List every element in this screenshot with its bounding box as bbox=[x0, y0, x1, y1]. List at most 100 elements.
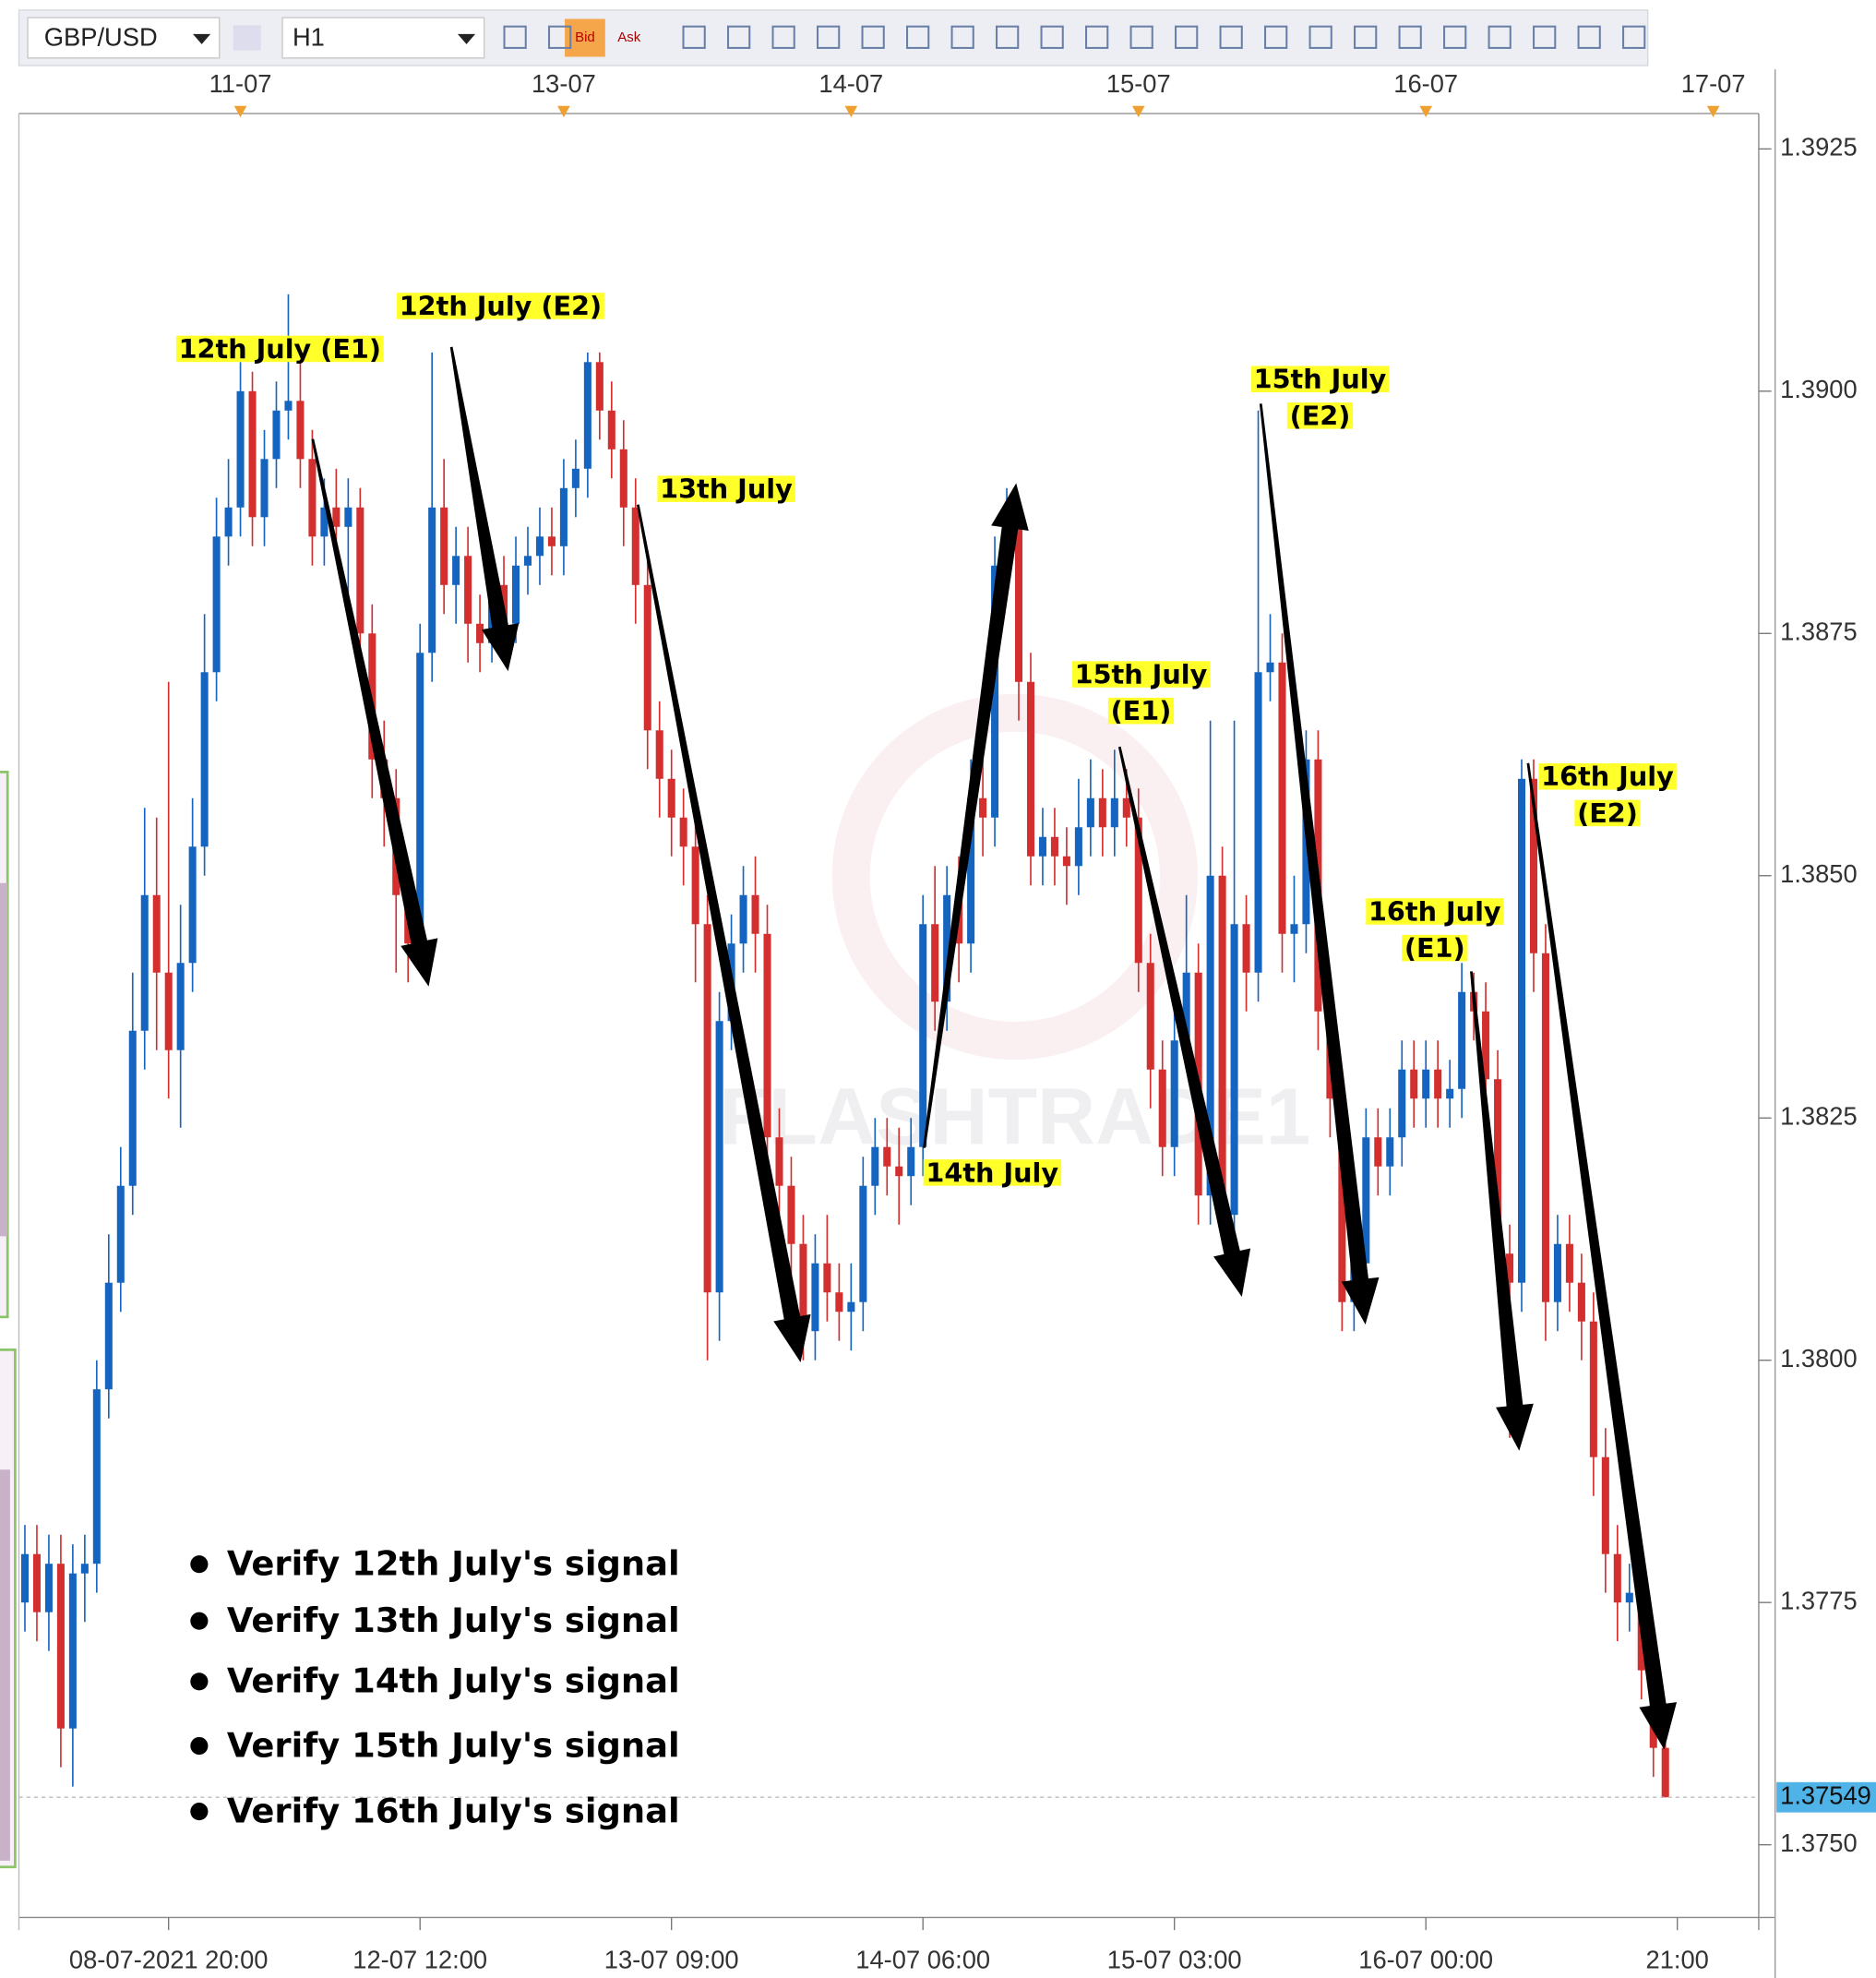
candle-body bbox=[1038, 836, 1046, 857]
symbol[interactable]: GBP/USD bbox=[44, 23, 158, 52]
symbol-select[interactable] bbox=[27, 17, 221, 59]
candle-body bbox=[1553, 1243, 1561, 1302]
annotation-highlight bbox=[1286, 402, 1354, 429]
top-tick-label: 14-07 bbox=[819, 69, 883, 98]
annotation-highlight bbox=[1107, 697, 1175, 725]
toolbar-icon[interactable] bbox=[996, 25, 1020, 49]
candle-body bbox=[1170, 1040, 1178, 1147]
toolbar-icon[interactable] bbox=[503, 25, 527, 49]
toolbar-icon[interactable] bbox=[1175, 25, 1199, 49]
candle-body bbox=[68, 1573, 77, 1729]
toolbar-icon[interactable] bbox=[1308, 25, 1332, 49]
candle-body bbox=[104, 1282, 113, 1390]
toolbar-icon[interactable] bbox=[771, 25, 795, 49]
candle-body bbox=[1182, 972, 1190, 1041]
candle-body bbox=[1146, 963, 1154, 1070]
toolbar-icon[interactable] bbox=[1443, 25, 1467, 49]
candle-body bbox=[547, 536, 556, 546]
candle-body bbox=[511, 565, 520, 624]
dropdown-arrow[interactable] bbox=[457, 33, 476, 44]
toolbar-icon[interactable] bbox=[861, 25, 885, 49]
candle-body bbox=[248, 390, 257, 518]
candle-body bbox=[56, 1564, 65, 1729]
candle-body bbox=[787, 1185, 795, 1244]
ask-label[interactable]: Ask bbox=[617, 30, 641, 45]
toolbar-icon[interactable] bbox=[1488, 25, 1512, 49]
candle-body bbox=[116, 1185, 125, 1283]
top-tick-label: 17-07 bbox=[1681, 69, 1746, 98]
candle-body bbox=[919, 924, 927, 1147]
candle-body bbox=[32, 1553, 41, 1612]
checklist-item: Verify 13th July's signal bbox=[227, 1600, 680, 1640]
y-tick-label: 1.3850 bbox=[1780, 859, 1858, 888]
signal-arrow bbox=[1470, 971, 1534, 1451]
toolbar-icon[interactable] bbox=[1264, 25, 1288, 49]
candle-body bbox=[847, 1301, 855, 1313]
candle-body bbox=[1362, 1137, 1370, 1264]
top-tick-label: 11-07 bbox=[209, 69, 272, 98]
candle-body bbox=[1446, 1088, 1454, 1099]
signal-arrow bbox=[923, 483, 1029, 1148]
x-tick-label: 13-07 09:00 bbox=[604, 1945, 739, 1973]
candle-body bbox=[1517, 778, 1526, 1283]
checklist-item: Verify 15th July's signal bbox=[227, 1725, 680, 1765]
candle-body bbox=[871, 1146, 879, 1186]
toolbar-icon[interactable] bbox=[1577, 25, 1601, 49]
top-tick-marker bbox=[1419, 105, 1433, 118]
candle-body bbox=[308, 459, 317, 537]
toolbar-icon[interactable] bbox=[906, 25, 930, 49]
toolbar-icon[interactable] bbox=[1085, 25, 1109, 49]
candle-body bbox=[1577, 1282, 1585, 1322]
candle-body bbox=[775, 1137, 783, 1186]
candle-body bbox=[607, 410, 615, 450]
bid-button[interactable] bbox=[565, 18, 605, 57]
toolbar: GBP/USD H1 Bid Ask bbox=[18, 9, 1649, 66]
candle-body bbox=[751, 894, 759, 934]
annotation-highlight bbox=[1538, 762, 1677, 790]
toolbar-icon[interactable] bbox=[1533, 25, 1557, 49]
checklist-item: Verify 14th July's signal bbox=[227, 1661, 680, 1701]
dropdown-arrow[interactable] bbox=[193, 33, 211, 44]
candle-body bbox=[967, 797, 975, 944]
candle-body bbox=[1110, 797, 1118, 828]
annotation: 16th July bbox=[1366, 895, 1504, 927]
candle-body bbox=[619, 449, 627, 508]
toolbar-icon[interactable] bbox=[547, 25, 572, 49]
candle-body bbox=[1014, 517, 1023, 682]
candle-body bbox=[260, 459, 269, 518]
top-tick-label: 13-07 bbox=[532, 69, 596, 98]
bid-label[interactable]: Bid bbox=[575, 30, 595, 45]
x-tick-label: 21:00 bbox=[1646, 1945, 1709, 1973]
toolbar-icon[interactable] bbox=[950, 25, 974, 49]
candle-body bbox=[356, 507, 364, 634]
candle-body bbox=[1218, 875, 1226, 1216]
icon[interactable] bbox=[233, 25, 261, 51]
candle-body bbox=[1589, 1321, 1597, 1457]
annotation: (E1) bbox=[1402, 932, 1468, 964]
candle-body bbox=[140, 894, 149, 1031]
candle-body bbox=[1158, 1069, 1166, 1147]
candle-body bbox=[667, 778, 675, 818]
toolbar-icon[interactable] bbox=[816, 25, 841, 49]
toolbar-icon[interactable] bbox=[1354, 25, 1378, 49]
annotation-highlight bbox=[1250, 366, 1390, 393]
toolbar-icon[interactable] bbox=[1129, 25, 1153, 49]
candle-body bbox=[44, 1564, 53, 1612]
timeframe-select[interactable] bbox=[281, 17, 485, 59]
candle-body bbox=[835, 1292, 843, 1313]
toolbar-icon[interactable] bbox=[726, 25, 751, 49]
toolbar-icon[interactable] bbox=[682, 25, 706, 49]
timeframe[interactable]: H1 bbox=[293, 23, 325, 52]
toolbar-icon[interactable] bbox=[1219, 25, 1243, 49]
candle-body bbox=[1482, 1011, 1490, 1080]
annotation: 13th July bbox=[657, 474, 795, 505]
toolbar-icon[interactable] bbox=[1622, 25, 1646, 49]
candle-body bbox=[1661, 1747, 1669, 1798]
candle-body bbox=[907, 1146, 915, 1177]
toolbar-icon[interactable] bbox=[1398, 25, 1422, 49]
toolbar-icon[interactable] bbox=[1040, 25, 1064, 49]
annotation-label: 16th July bbox=[1368, 895, 1501, 927]
bullet bbox=[190, 1612, 209, 1630]
candle-body bbox=[1410, 1069, 1418, 1099]
